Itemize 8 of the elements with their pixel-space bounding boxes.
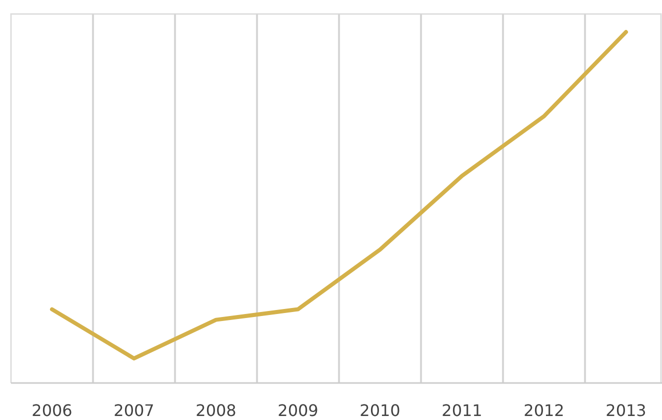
x-tick-label: 2012 [524, 401, 564, 420]
x-tick-label: 2011 [442, 401, 482, 420]
x-tick-label: 2009 [278, 401, 318, 420]
x-tick-label: 2010 [360, 401, 400, 420]
x-tick-label: 2013 [606, 401, 646, 420]
x-tick-label: 2007 [114, 401, 154, 420]
x-tick-label: 2008 [196, 401, 236, 420]
x-tick-label: 2006 [32, 401, 72, 420]
